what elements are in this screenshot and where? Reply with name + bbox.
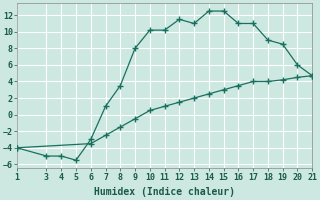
X-axis label: Humidex (Indice chaleur): Humidex (Indice chaleur)	[94, 187, 235, 197]
